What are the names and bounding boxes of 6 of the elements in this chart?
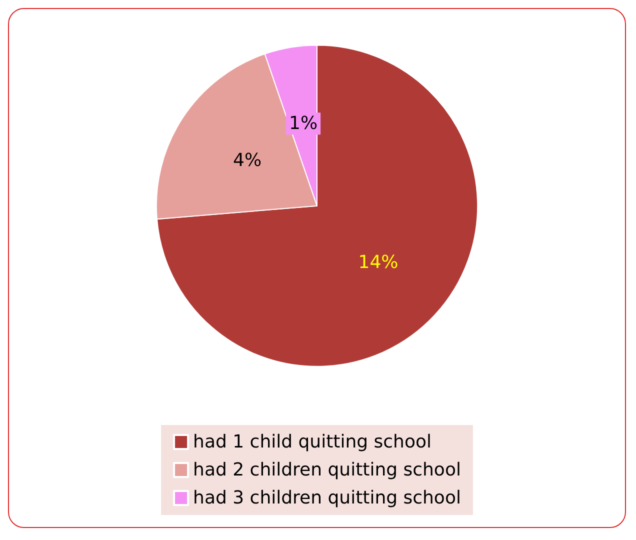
data-label: 4% xyxy=(232,150,262,171)
legend-label: had 2 children quitting school xyxy=(193,460,461,480)
data-label: 1% xyxy=(289,113,318,134)
data-label: 14% xyxy=(358,252,398,273)
legend-label: had 1 child quitting school xyxy=(193,432,432,452)
legend-label: had 3 children quitting school xyxy=(193,488,461,508)
